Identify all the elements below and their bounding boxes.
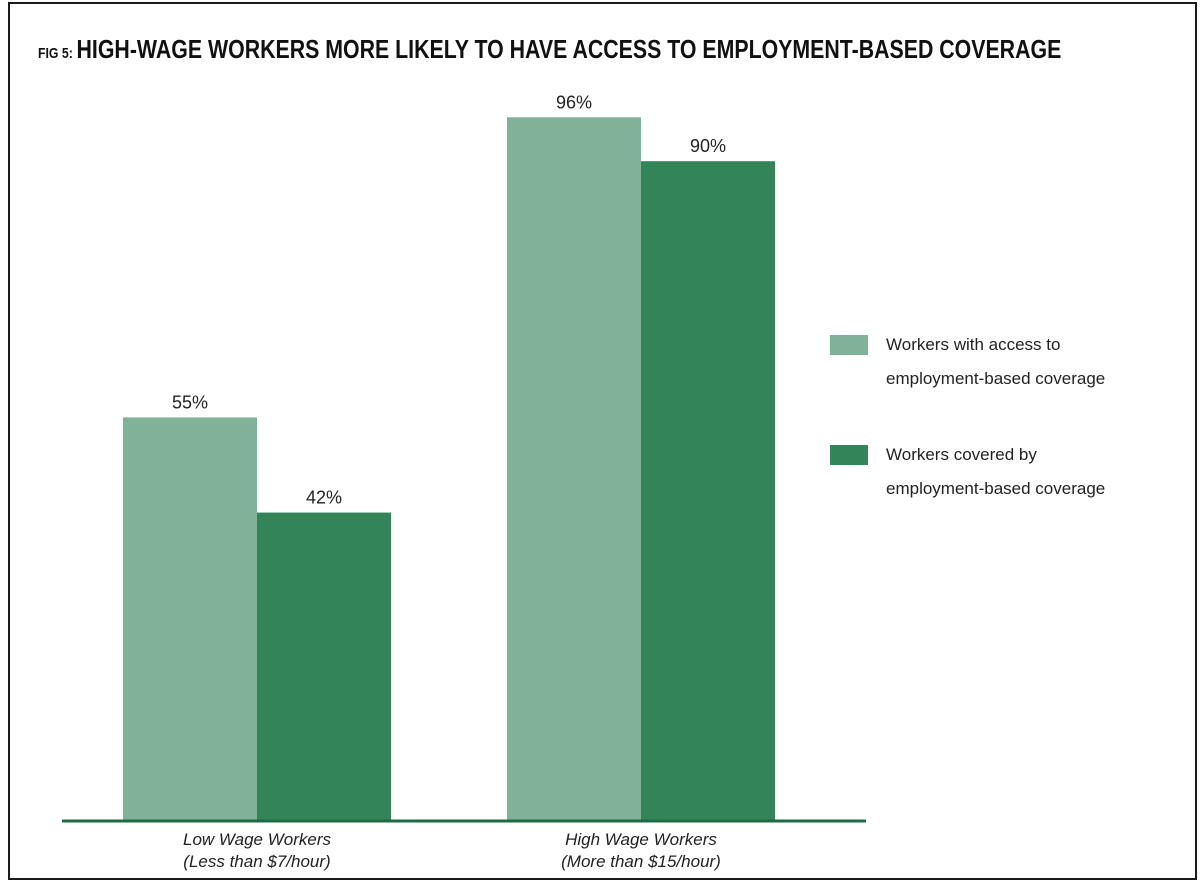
- legend-swatch: [830, 445, 868, 465]
- bar-value-label: 55%: [172, 392, 208, 412]
- category-label: Low Wage Workers: [183, 830, 332, 849]
- legend-swatch: [830, 335, 868, 355]
- figure-title-text: HIGH-WAGE WORKERS MORE LIKELY TO HAVE AC…: [76, 34, 1062, 64]
- bar: [507, 117, 641, 820]
- figure-title: FIG 5: HIGH-WAGE WORKERS MORE LIKELY TO …: [38, 34, 1061, 65]
- category-sublabel: (Less than $7/hour): [183, 852, 330, 871]
- legend-label: Workers covered by: [886, 445, 1037, 464]
- bar: [641, 161, 775, 820]
- bar-value-label: 42%: [306, 488, 342, 508]
- category-sublabel: (More than $15/hour): [561, 852, 721, 871]
- bar: [257, 512, 391, 820]
- category-label: High Wage Workers: [565, 830, 717, 849]
- legend-label: employment-based coverage: [886, 479, 1105, 498]
- bar-value-label: 96%: [556, 92, 592, 112]
- legend-label: Workers with access to: [886, 335, 1060, 354]
- bar: [123, 417, 257, 820]
- legend-label: employment-based coverage: [886, 369, 1105, 388]
- bar-value-label: 90%: [690, 136, 726, 156]
- figure-label: FIG 5:: [38, 45, 73, 62]
